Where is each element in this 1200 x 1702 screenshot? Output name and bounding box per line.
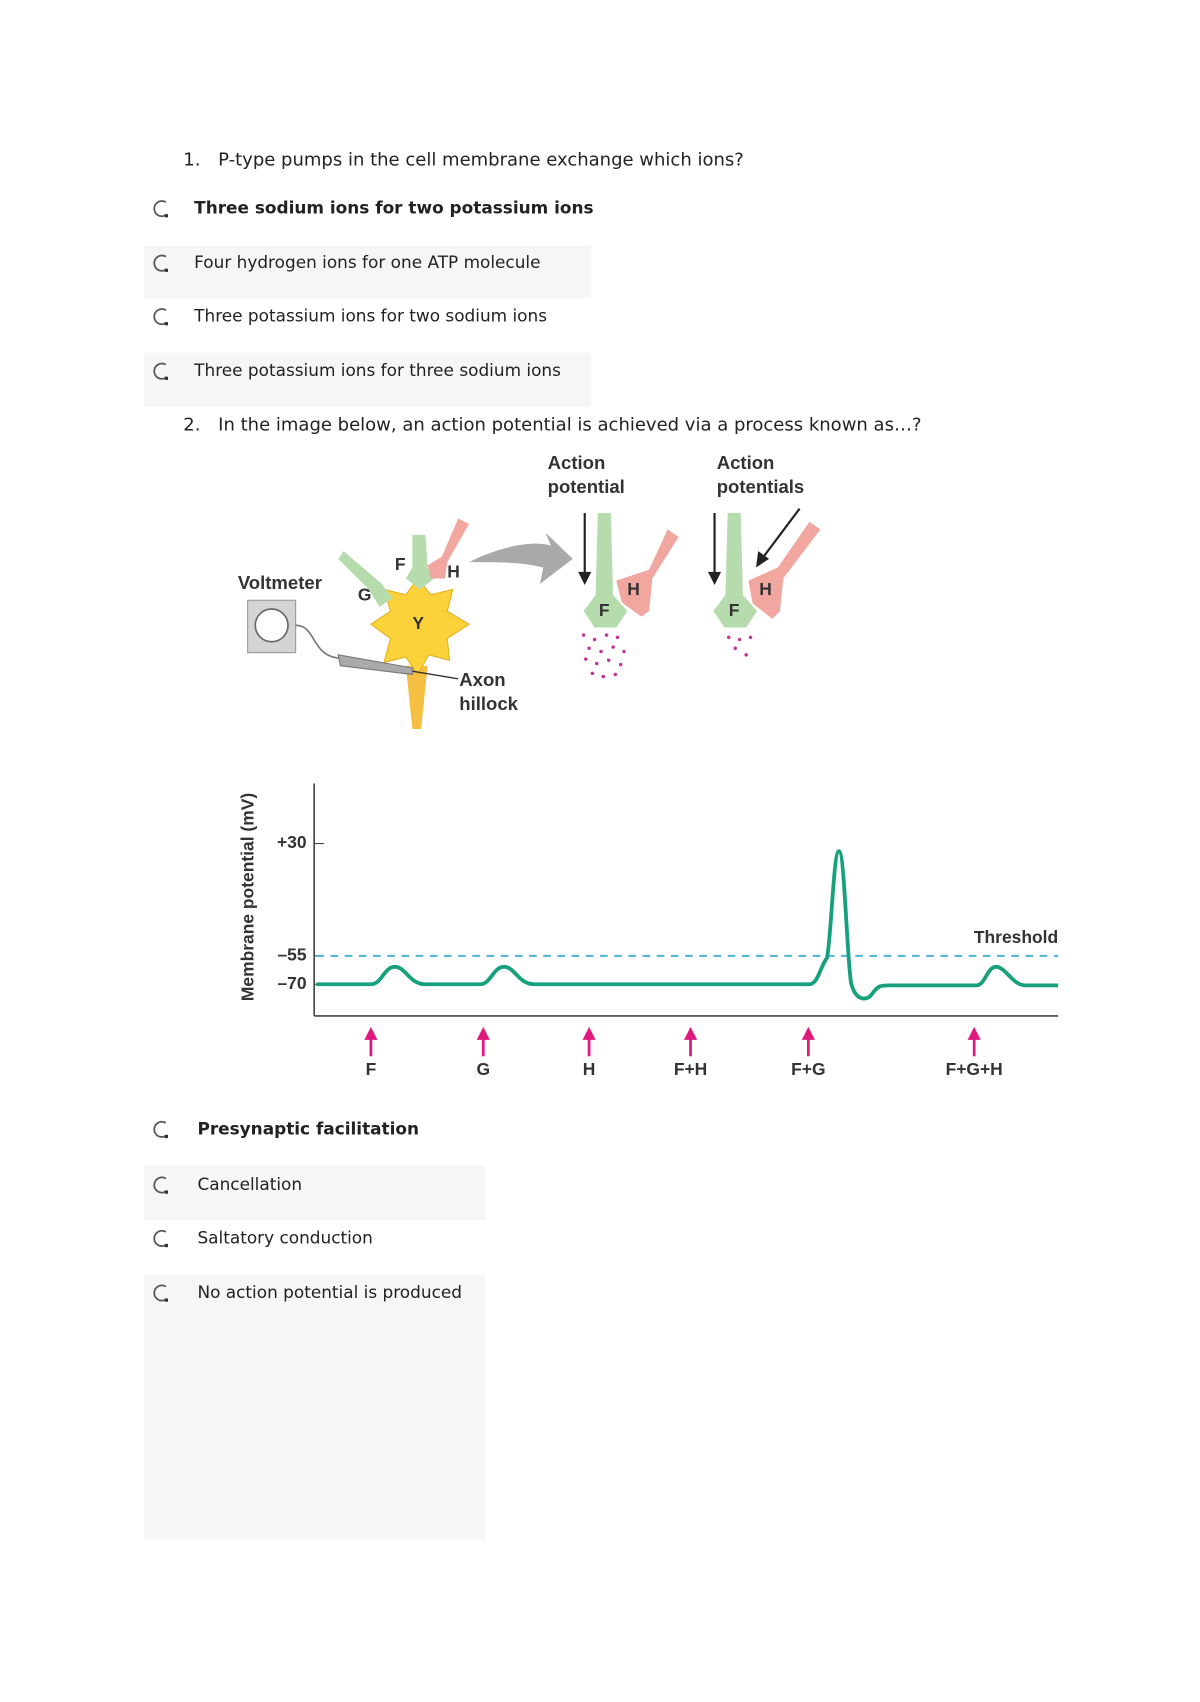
- option[interactable]: Cancellation: [197, 1174, 302, 1194]
- ap-arrow-head: [708, 571, 722, 585]
- threshold-label: Threshold: [974, 927, 1058, 947]
- option[interactable]: Three potassium ions for three sodium io…: [193, 360, 561, 380]
- diagram-label: potential: [548, 476, 625, 497]
- transition-arrow: [469, 532, 573, 584]
- y-tick-label: –55: [277, 945, 306, 965]
- stimulus-arrow-head: [364, 1026, 378, 1040]
- option[interactable]: No action potential is produced: [197, 1282, 462, 1302]
- option-shade: [144, 245, 592, 299]
- wire: [295, 624, 371, 663]
- diagram-label: G: [358, 585, 372, 605]
- stimulus-label: F+H: [674, 1059, 707, 1079]
- option[interactable]: Three potassium ions for two sodium ions: [193, 306, 547, 326]
- electrode: [337, 654, 413, 676]
- stimulus-label: F+G: [791, 1059, 825, 1079]
- stimulus-label: F: [366, 1059, 377, 1079]
- radio-button[interactable]: [153, 254, 167, 272]
- diagram-label: Axon: [459, 669, 505, 690]
- radio-dot: [164, 214, 168, 218]
- question-text: In the image below, an action potential …: [218, 415, 921, 436]
- stimulus-arrows: [364, 1026, 981, 1057]
- terminal-h: [748, 521, 821, 619]
- radio-dot: [164, 376, 168, 380]
- option[interactable]: Presynaptic facilitation: [197, 1118, 419, 1138]
- stimulus-arrow-head: [582, 1026, 596, 1040]
- question-number: 1.: [183, 150, 200, 171]
- option-shade: [144, 352, 592, 408]
- diagram-label: Y: [412, 613, 424, 633]
- radio-dot: [164, 1190, 168, 1194]
- ap-arrow: [762, 507, 801, 558]
- stimulus-label: H: [583, 1059, 596, 1079]
- diagram-label: Action: [548, 452, 606, 473]
- y-tick-label: +30: [277, 832, 307, 852]
- option-shade: [144, 1165, 486, 1220]
- terminal-f: [713, 513, 758, 628]
- question-text: P-type pumps in the cell membrane exchan…: [218, 150, 744, 171]
- terminal-h: [427, 518, 470, 579]
- stimulus-arrow-head: [684, 1026, 698, 1040]
- terminal-f: [583, 513, 628, 628]
- radio-dot: [164, 268, 168, 272]
- radio-button[interactable]: [153, 1176, 167, 1194]
- option-shade: [144, 1274, 486, 1540]
- y-tick-label: –70: [277, 973, 306, 993]
- pointer: [412, 670, 459, 680]
- diagram-label: H: [627, 579, 640, 599]
- diagram-label: F: [395, 554, 406, 574]
- axon: [405, 665, 428, 729]
- membrane-graph: [313, 783, 1059, 1057]
- vesicles: [726, 635, 753, 657]
- terminal-f: [405, 534, 435, 590]
- diagram-label: F: [599, 600, 610, 620]
- question-number: 2.: [183, 415, 200, 436]
- terminal-h: [616, 529, 679, 617]
- option[interactable]: Four hydrogen ions for one ATP molecule: [194, 252, 540, 272]
- neuron-diagram: [247, 507, 821, 729]
- ap-arrow-head: [756, 551, 770, 568]
- radio-button[interactable]: [153, 1284, 167, 1302]
- diagram-label: H: [759, 579, 772, 599]
- radio-button[interactable]: [153, 1120, 167, 1138]
- radio-button[interactable]: [153, 362, 167, 380]
- stimulus-arrow-head: [801, 1026, 815, 1040]
- diagram-label: F: [729, 600, 740, 620]
- ap-arrow-head: [578, 571, 592, 585]
- stimulus-arrow-head: [476, 1026, 490, 1040]
- y-axis-label: Membrane potential (mV): [237, 793, 257, 1001]
- radio-button[interactable]: [153, 200, 167, 218]
- radio-dot: [164, 1298, 168, 1302]
- radio-dot: [164, 322, 168, 326]
- radio-button[interactable]: [153, 1229, 167, 1247]
- radio-dot: [164, 1243, 168, 1248]
- vesicles: [581, 633, 626, 679]
- cell-body: [369, 577, 471, 676]
- stimulus-arrow-head: [967, 1026, 981, 1040]
- radio-dot: [164, 1134, 168, 1139]
- diagram-label: hillock: [459, 693, 518, 714]
- option[interactable]: Saltatory conduction: [197, 1227, 372, 1247]
- terminal-g: [338, 551, 393, 607]
- diagram-label: potentials: [717, 476, 805, 497]
- radio-button[interactable]: [153, 308, 167, 326]
- potential-trace: [316, 849, 1059, 1001]
- stimulus-label: G: [476, 1059, 490, 1079]
- diagram-label: Voltmeter: [238, 572, 322, 593]
- stimulus-label: F+G+H: [946, 1059, 1003, 1079]
- radio-group: [153, 200, 168, 1302]
- voltmeter-dial: [254, 608, 289, 643]
- diagram-label: H: [447, 562, 460, 582]
- option[interactable]: Three sodium ions for two potassium ions: [194, 198, 593, 218]
- diagram-label: Action: [717, 452, 775, 473]
